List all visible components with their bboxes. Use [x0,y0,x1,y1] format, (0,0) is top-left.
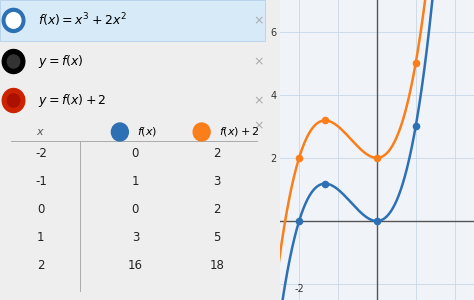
Text: 2: 2 [213,203,221,216]
Text: $y = f(x)$: $y = f(x)$ [38,53,83,70]
Text: $f(x) = x^3 + 2x^2$: $f(x) = x^3 + 2x^2$ [38,12,127,29]
Text: $y = f(x) + 2$: $y = f(x) + 2$ [38,92,107,109]
Text: $f(x)+2$: $f(x)+2$ [219,125,259,139]
Point [295,155,303,160]
Circle shape [2,88,25,112]
Text: 2: 2 [37,259,45,272]
Text: -2: -2 [294,284,304,294]
Point [321,181,329,186]
Text: 16: 16 [128,259,143,272]
Circle shape [7,94,20,107]
Text: 0: 0 [132,203,139,216]
Point [412,124,419,129]
Text: -1: -1 [35,175,47,188]
Point [412,61,419,66]
Text: 0: 0 [37,203,45,216]
Text: 18: 18 [210,259,225,272]
Circle shape [193,123,210,141]
Text: ×: × [253,14,264,27]
Point [295,219,303,224]
Text: 0: 0 [132,147,139,161]
Text: 5: 5 [213,231,221,244]
Circle shape [2,50,25,74]
Text: ×: × [253,55,264,68]
Text: ×: × [253,119,264,133]
Text: -2: -2 [35,147,47,161]
Text: 3: 3 [132,231,139,244]
Text: 1: 1 [37,231,45,244]
Circle shape [2,8,25,32]
Circle shape [6,13,21,28]
Text: $x$: $x$ [36,127,46,137]
Text: 2: 2 [213,147,221,161]
Circle shape [7,55,20,68]
Point [373,219,381,224]
FancyBboxPatch shape [0,0,265,40]
Point [373,155,381,160]
Circle shape [111,123,128,141]
Text: $f(x)$: $f(x)$ [137,125,157,139]
Text: 3: 3 [213,175,221,188]
Text: 1: 1 [132,175,139,188]
Point [321,118,329,123]
Text: ×: × [253,94,264,107]
